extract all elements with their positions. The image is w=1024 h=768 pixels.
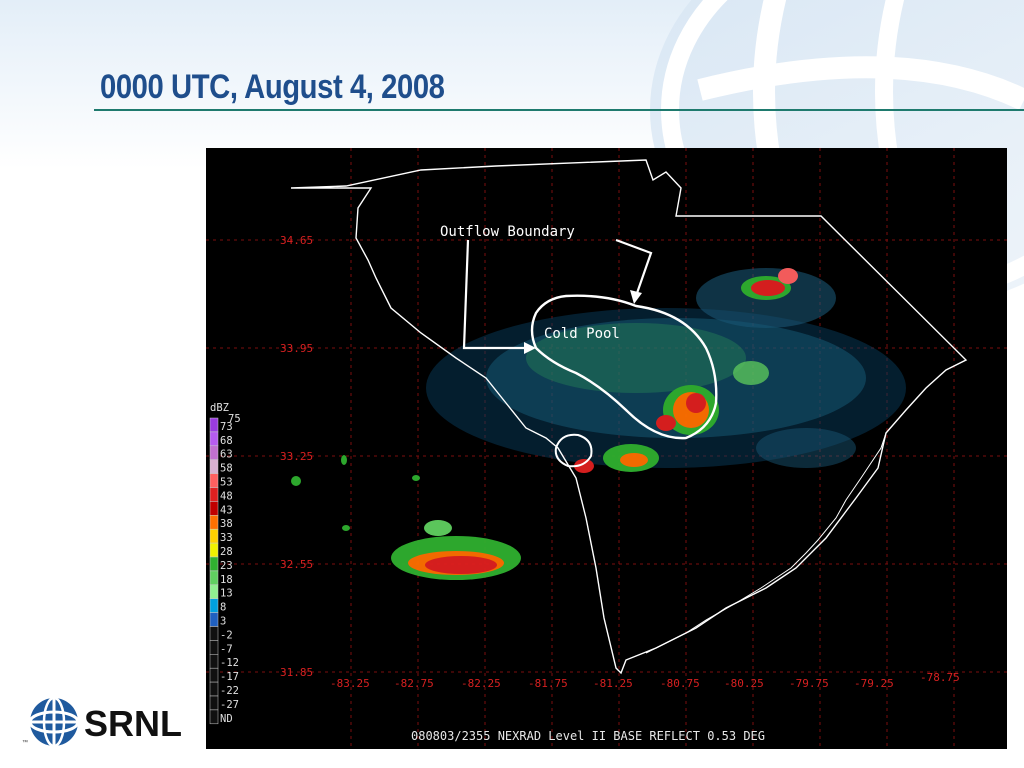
legend-swatch (209, 445, 219, 460)
legend-swatch (209, 709, 219, 725)
legend-value: -2 (220, 629, 233, 641)
legend-swatch (209, 556, 219, 572)
legend-swatch (209, 542, 219, 558)
legend-unit: dBZ (210, 402, 229, 414)
legend-value: 33 (220, 532, 233, 544)
lat-label: 33.95 (280, 342, 313, 355)
radar-map: Outflow Boundary Cold Pool 34.65 33.95 3… (206, 148, 1007, 749)
legend-swatch (209, 515, 219, 530)
cold-pool-outline (530, 294, 718, 440)
radar-image: Outflow Boundary Cold Pool 34.65 33.95 3… (206, 148, 1007, 749)
legend-value: 58 (220, 463, 233, 475)
legend-value: 38 (220, 518, 233, 530)
lon-label: -80.25 (724, 677, 764, 690)
logo-text: SRNL (84, 703, 182, 744)
legend-swatch (209, 584, 219, 599)
legend-value: -12 (220, 657, 239, 669)
legend-swatch (209, 667, 219, 683)
legend-value: -7 (220, 643, 233, 655)
legend-value: 48 (220, 490, 233, 502)
legend-swatch (209, 570, 219, 586)
lat-label: 33.25 (280, 450, 313, 463)
lat-label: 34.65 (280, 234, 313, 247)
lon-label: -79.25 (854, 677, 894, 690)
legend-swatch (209, 417, 219, 433)
legend-swatch (209, 598, 219, 613)
outflow-boundary-label: Outflow Boundary (440, 224, 575, 240)
legend-value: 23 (220, 560, 233, 572)
outflow-arrows (462, 238, 653, 350)
legend-value: ND (220, 713, 233, 725)
legend-value: 8 (220, 602, 226, 614)
coastline-detail (645, 432, 887, 654)
legend-swatch (209, 654, 219, 669)
legend-value: 63 (220, 449, 233, 461)
legend-swatch (209, 501, 219, 516)
map-grid (206, 148, 1007, 749)
lon-label: -82.25 (461, 677, 501, 690)
lat-label: 32.55 (280, 558, 313, 571)
legend-value: 43 (220, 504, 233, 516)
small-cell-outline (554, 433, 593, 468)
legend-swatch (209, 695, 219, 711)
legend-value: 73 (220, 421, 233, 433)
lon-label: -78.75 (920, 671, 960, 684)
lon-label: -79.75 (789, 677, 829, 690)
radar-caption: 080803/2355 NEXRAD Level II BASE REFLECT… (411, 729, 765, 743)
legend-value: -22 (220, 685, 239, 697)
slide-title: 0000 UTC, August 4, 2008 (100, 68, 445, 106)
lon-label: -81.25 (593, 677, 633, 690)
srnl-logo: SRNL (28, 696, 182, 748)
trademark-mark: ™ (22, 740, 28, 746)
lon-label: -83.25 (330, 677, 370, 690)
cold-pool-label: Cold Pool (544, 326, 620, 342)
legend-swatch (209, 681, 219, 697)
legend-swatch (209, 612, 219, 627)
legend-swatch (209, 640, 219, 655)
radar-echoes (291, 268, 906, 580)
legend-value: 13 (220, 588, 233, 600)
legend-value: 28 (220, 546, 233, 558)
title-underline (94, 109, 1024, 111)
legend-swatch (209, 487, 219, 502)
legend-swatch (209, 528, 219, 544)
legend-value: -27 (220, 699, 239, 711)
legend-value: 3 (220, 616, 226, 628)
arrow-head-right (630, 290, 642, 304)
lon-label: -80.75 (660, 677, 700, 690)
legend-top-value: 75 (228, 413, 241, 425)
legend-value: 18 (220, 574, 233, 586)
legend-value: -17 (220, 671, 239, 683)
lon-label: -81.75 (528, 677, 568, 690)
legend-swatch (209, 626, 219, 641)
lon-label: -82.75 (394, 677, 434, 690)
lat-label: 31.85 (280, 666, 313, 679)
legend-swatch (209, 431, 219, 447)
legend-value: 53 (220, 477, 233, 489)
legend-value: 68 (220, 435, 233, 447)
legend-swatch (209, 473, 219, 488)
arrow-head-left (524, 342, 536, 354)
legend-swatch (209, 459, 219, 474)
